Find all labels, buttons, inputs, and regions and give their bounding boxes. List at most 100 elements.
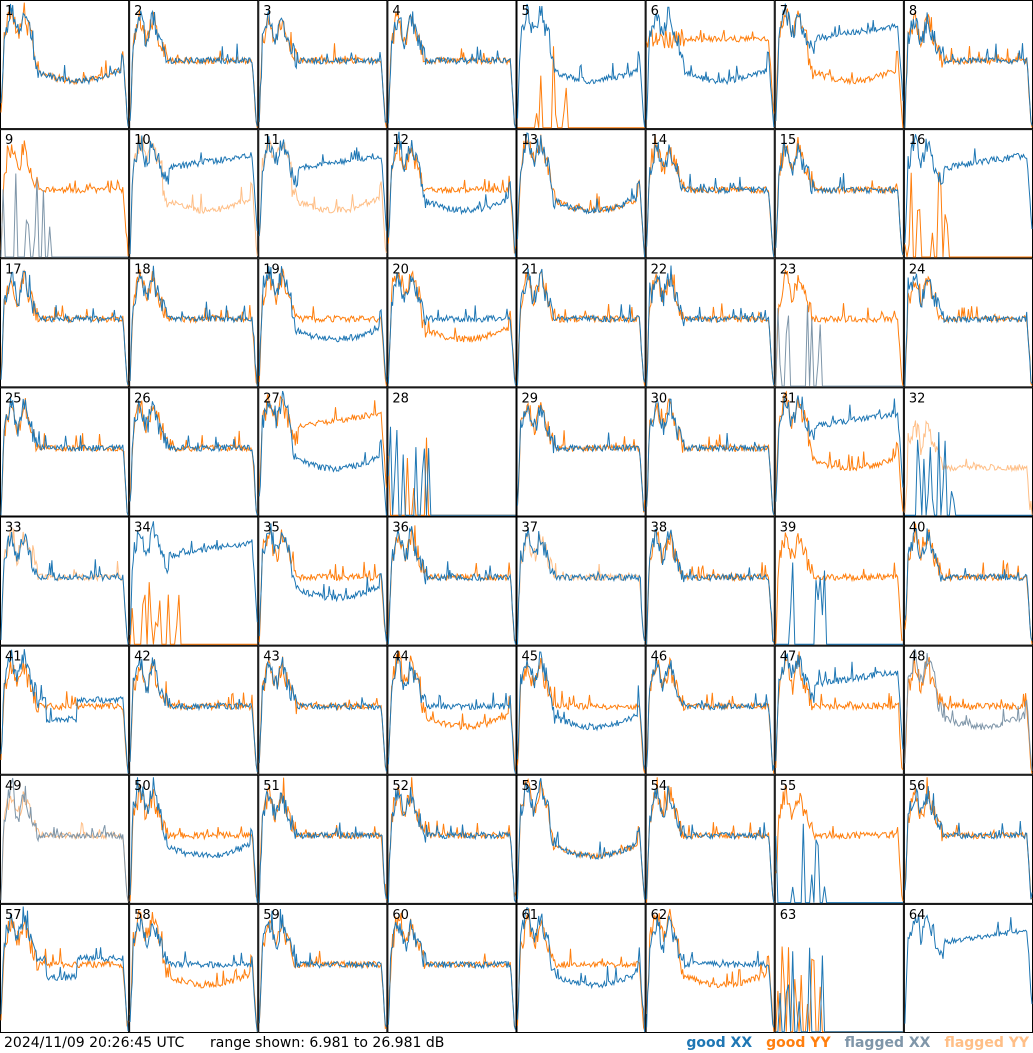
tile-32: 32 [903,387,1033,517]
series-yy-line [775,137,904,256]
series-xx-line [775,562,903,645]
tile-39: 39 [774,516,904,646]
series-yy-line [775,784,904,902]
tile-number: 2 [134,4,142,19]
series-yy-line [904,657,1033,774]
tile-border [516,258,646,388]
series-yy-line [904,171,1032,258]
series-xx-line [775,304,903,387]
tile-number: 57 [5,908,22,923]
series-xx-line [517,778,646,900]
series-yy-line [258,394,387,496]
tile-25: 25 [0,387,130,517]
series-xx-line [0,906,129,1032]
tile-border [387,774,517,904]
tile-44: 44 [387,645,517,775]
tile-border [387,129,517,259]
tile-61: 61 [516,903,646,1033]
timestamp: 2024/11/09 20:26:45 UTC [4,1035,185,1051]
series-yy-line [0,526,129,643]
tile-37: 37 [516,516,646,646]
tile-45: 45 [516,645,646,775]
tile-border [129,645,259,775]
tile-number: 62 [651,908,668,923]
tile-border [903,645,1033,775]
series-xx-line [258,657,387,772]
series-xx-line [517,527,646,645]
series-xx-line [517,268,646,386]
tile-border [129,258,259,388]
tile-number: 40 [909,521,926,536]
series-yy-line [517,402,646,513]
series-xx-line [387,11,516,128]
series-yy-line [258,268,387,386]
tile-number: 59 [263,908,280,923]
tile-border [903,129,1033,259]
series-yy-line [129,400,258,514]
tile-52: 52 [387,774,517,904]
tile-border [903,903,1033,1033]
tile-border [129,129,259,259]
series-xx-line [904,432,1032,516]
series-xx-line [646,528,775,645]
series-yy-line [129,659,258,771]
tile-64: 64 [903,903,1033,1033]
tile-border [516,516,646,646]
tile-11: 11 [258,129,388,259]
tile-number: 37 [522,521,539,536]
series-yy-line [904,523,1033,645]
series-xx-line [517,906,646,1032]
tile-border [129,387,259,517]
series-xx-line [646,6,775,127]
series-xx-line [129,265,258,387]
series-xx-line [387,919,516,1031]
tile-17: 17 [0,258,130,388]
series-yy-line [387,437,516,516]
tile-border [645,258,775,388]
tile-number: 48 [909,650,926,665]
tile-58: 58 [129,903,259,1033]
tile-border [387,903,517,1033]
tile-28: 28 [387,387,517,517]
tile-50: 50 [129,774,259,904]
series-yy-line [517,657,646,774]
series-xx-line [387,131,516,257]
series-xx-line [258,390,387,516]
tile-29: 29 [516,387,646,517]
tile-38: 38 [645,516,775,646]
tile-57: 57 [0,903,130,1033]
tile-62: 62 [645,903,775,1033]
series-yy-line [646,134,775,258]
series-yy-line [0,916,129,1027]
series-xx-line [0,270,129,386]
tile-number: 33 [5,521,22,536]
tile-36: 36 [387,516,517,646]
series-xx-line [258,790,387,903]
tile-border [258,387,388,517]
tile-border [0,387,130,517]
series-xx-line [129,9,258,127]
tile-number: 55 [780,779,797,794]
series-yy-line [646,29,775,114]
tile-23: 23 [774,258,904,388]
tile-19: 19 [258,258,388,388]
tile-24: 24 [903,258,1033,388]
tile-border [774,516,904,646]
legend-good-xx: good XX [686,1035,753,1051]
tile-number: 5 [522,4,530,19]
series-xx-line [775,947,903,1033]
tile-number: 12 [392,133,409,148]
tile-number: 13 [522,133,539,148]
tile-border [129,774,259,904]
tile-63: 63 [774,903,904,1033]
tile-27: 27 [258,387,388,517]
tile-1: 1 [0,0,130,130]
tile-number: 35 [263,521,280,536]
tile-border [129,903,259,1033]
legend-good-yy: good YY [766,1035,831,1051]
series-xx-line [129,521,258,635]
tile-22: 22 [645,258,775,388]
tile-number: 30 [651,391,668,406]
tile-border [129,516,259,646]
